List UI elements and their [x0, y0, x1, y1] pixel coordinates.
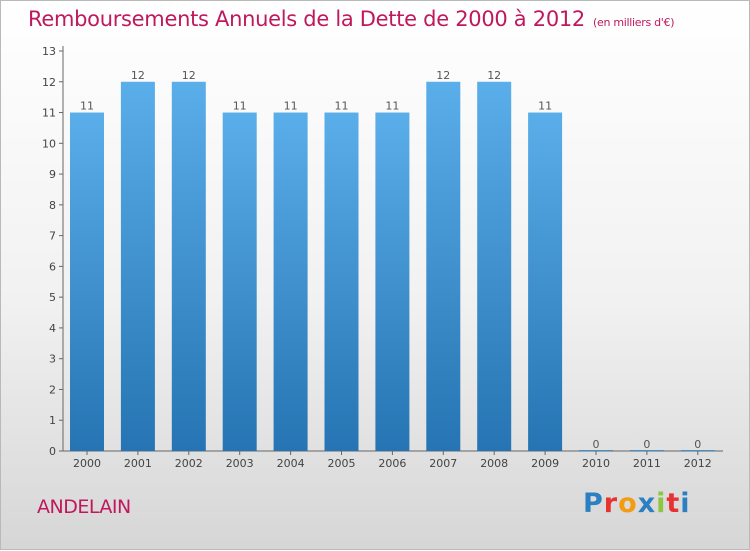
data-label: 0 — [643, 438, 650, 451]
logo-letter: i — [680, 488, 691, 519]
chart-title-text: Remboursements Annuels de la Dette de 20… — [28, 7, 585, 31]
x-tick-label: 2011 — [633, 457, 661, 470]
y-tick-label: 2 — [49, 383, 56, 396]
y-tick-label: 5 — [49, 291, 56, 304]
data-label: 11 — [385, 100, 399, 113]
data-label: 0 — [694, 438, 701, 451]
data-label: 11 — [80, 100, 94, 113]
bar — [120, 81, 155, 452]
data-label: 0 — [593, 438, 600, 451]
bar — [171, 81, 206, 452]
bar — [629, 450, 664, 451]
bar — [70, 112, 104, 452]
proxiti-logo[interactable]: Proxiti — [583, 488, 691, 519]
x-tick-label: 2008 — [480, 457, 508, 470]
chart-labels: 2000 11 2001 12 2002 12 2003 11 2004 11 2005 11 2006… — [73, 69, 712, 470]
data-label: 12 — [131, 69, 145, 82]
x-tick-label: 2012 — [684, 457, 712, 470]
data-label: 11 — [335, 100, 349, 113]
x-tick-label: 2010 — [582, 457, 610, 470]
bar — [324, 112, 359, 452]
data-label: 11 — [284, 100, 298, 113]
data-label: 11 — [538, 100, 552, 113]
bar — [680, 450, 715, 451]
chart-title: Remboursements Annuels de la Dette de 20… — [28, 7, 674, 31]
x-tick-label: 2006 — [378, 457, 406, 470]
logo-letter: t — [666, 488, 681, 519]
y-tick-label: 9 — [49, 168, 56, 181]
x-tick-label: 2005 — [328, 457, 356, 470]
data-label: 11 — [233, 100, 247, 113]
y-tick-label: 13 — [42, 45, 56, 58]
bar — [375, 112, 410, 452]
logo-letter: P — [583, 488, 604, 519]
x-tick-label: 2000 — [73, 457, 101, 470]
bar — [222, 112, 257, 452]
data-label: 12 — [436, 69, 450, 82]
y-tick-label: 0 — [49, 445, 56, 458]
y-tick-label: 6 — [49, 260, 56, 273]
logo-letter: i — [656, 488, 667, 519]
bar — [273, 112, 308, 452]
chart-subtitle: (en milliers d'€) — [593, 16, 675, 29]
x-tick-label: 2007 — [429, 457, 457, 470]
bar — [477, 81, 512, 452]
y-tick-label: 8 — [49, 199, 56, 212]
y-tick-label: 12 — [42, 76, 56, 89]
y-tick-label: 10 — [42, 137, 56, 150]
bar — [426, 81, 461, 452]
chart-bars — [70, 81, 715, 452]
x-tick-label: 2002 — [175, 457, 203, 470]
x-tick-label: 2003 — [226, 457, 254, 470]
x-tick-label: 2004 — [277, 457, 305, 470]
y-tick-label: 7 — [49, 230, 56, 243]
data-label: 12 — [182, 69, 196, 82]
y-tick-label: 1 — [49, 414, 56, 427]
logo-letter: x — [637, 488, 657, 519]
commune-name: ANDELAIN — [37, 496, 131, 518]
logo-letter: r — [603, 488, 619, 519]
y-tick-label: 4 — [49, 322, 56, 335]
bar — [579, 450, 613, 451]
bar — [528, 112, 563, 452]
x-tick-label: 2001 — [124, 457, 152, 470]
y-tick-label: 3 — [49, 353, 56, 366]
x-tick-label: 2009 — [531, 457, 559, 470]
data-label: 12 — [487, 69, 501, 82]
logo-letter: o — [618, 488, 638, 519]
y-tick-label: 11 — [42, 107, 56, 120]
